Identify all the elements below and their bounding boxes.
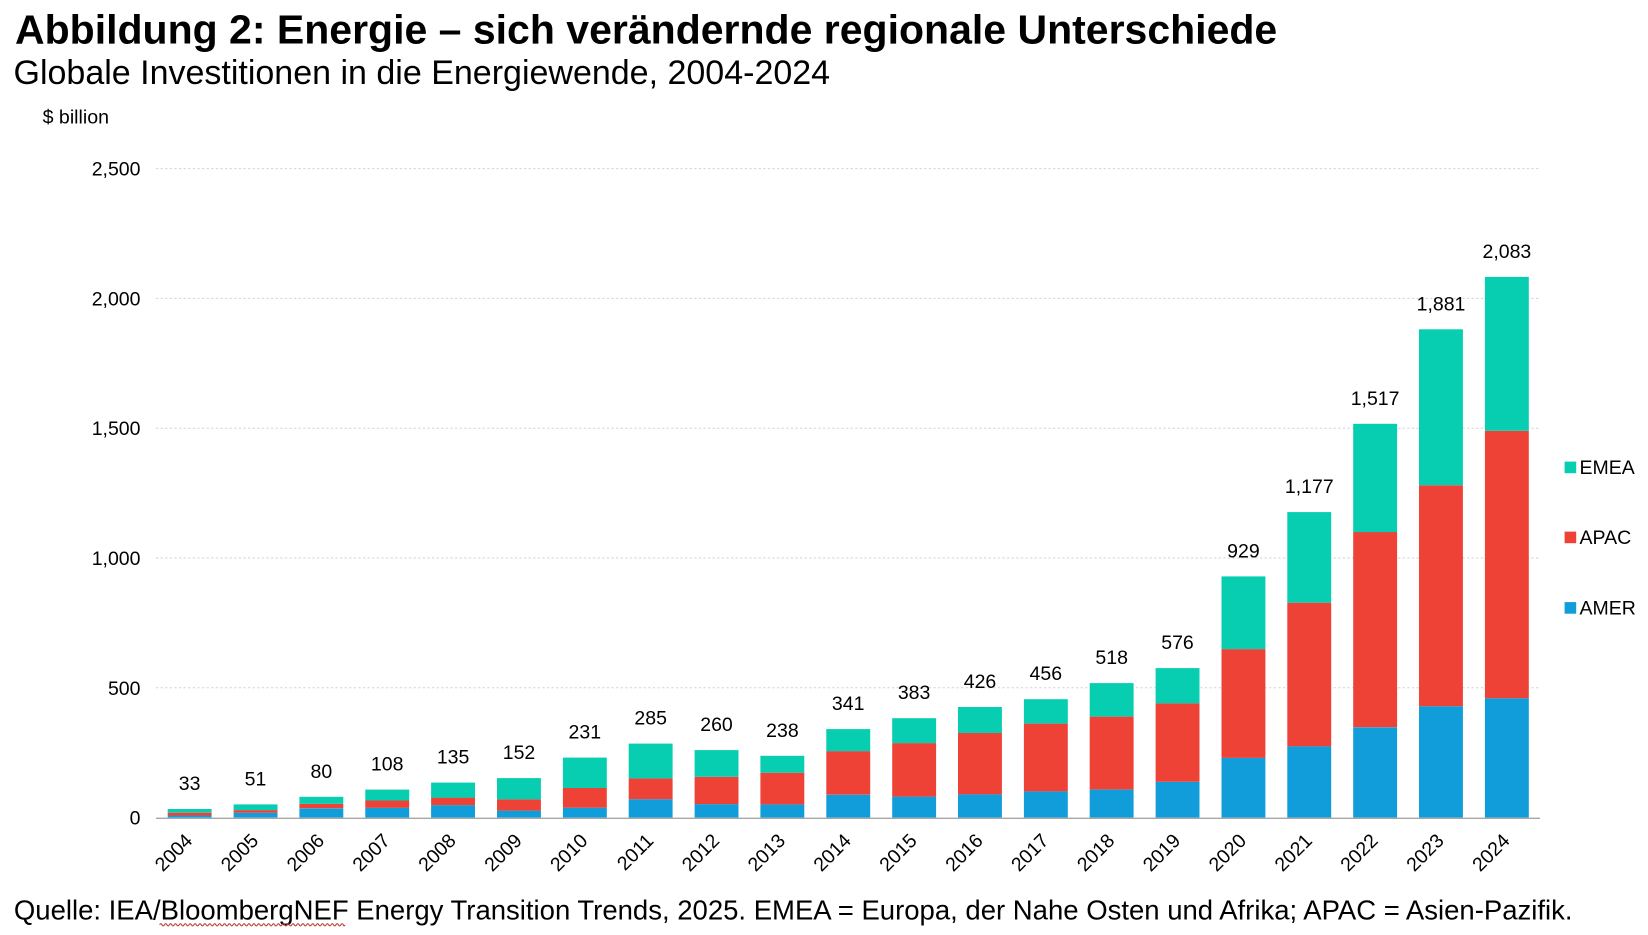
svg-text:2,000: 2,000	[92, 288, 141, 310]
svg-text:AMER: AMER	[1580, 597, 1636, 619]
svg-text:2,083: 2,083	[1482, 241, 1531, 263]
svg-text:929: 929	[1227, 540, 1260, 562]
svg-text:456: 456	[1030, 663, 1063, 685]
svg-text:Abbildung 2: Energie – sich ve: Abbildung 2: Energie – sich verändernde …	[15, 7, 1277, 53]
svg-text:285: 285	[634, 708, 667, 730]
svg-text:108: 108	[371, 754, 404, 776]
svg-text:500: 500	[108, 678, 141, 700]
svg-text:Globale Investitionen in die E: Globale Investitionen in die Energiewend…	[14, 54, 831, 92]
svg-text:231: 231	[569, 722, 602, 744]
svg-text:80: 80	[311, 761, 333, 783]
svg-text:238: 238	[766, 720, 799, 742]
svg-text:518: 518	[1095, 647, 1128, 669]
svg-text:341: 341	[832, 693, 865, 715]
svg-text:1,500: 1,500	[92, 418, 141, 440]
svg-text:383: 383	[898, 682, 931, 704]
svg-text:51: 51	[245, 768, 267, 790]
svg-text:426: 426	[964, 671, 997, 693]
svg-text:2,500: 2,500	[92, 159, 141, 181]
svg-text:152: 152	[503, 742, 536, 764]
svg-text:135: 135	[437, 747, 470, 769]
svg-text:1,881: 1,881	[1417, 293, 1466, 315]
svg-text:APAC: APAC	[1580, 527, 1632, 549]
svg-text:$ billion: $ billion	[43, 107, 109, 129]
svg-text:1,517: 1,517	[1351, 388, 1400, 410]
svg-text:1,177: 1,177	[1285, 476, 1334, 498]
svg-text:0: 0	[130, 808, 141, 830]
svg-text:33: 33	[179, 773, 201, 795]
svg-text:576: 576	[1161, 632, 1194, 654]
svg-text:1,000: 1,000	[92, 548, 141, 570]
svg-text:EMEA: EMEA	[1580, 457, 1635, 479]
svg-text:260: 260	[700, 714, 733, 736]
svg-text:Quelle: IEA/BloombergNEF Energ: Quelle: IEA/BloombergNEF Energy Transiti…	[14, 895, 1573, 926]
